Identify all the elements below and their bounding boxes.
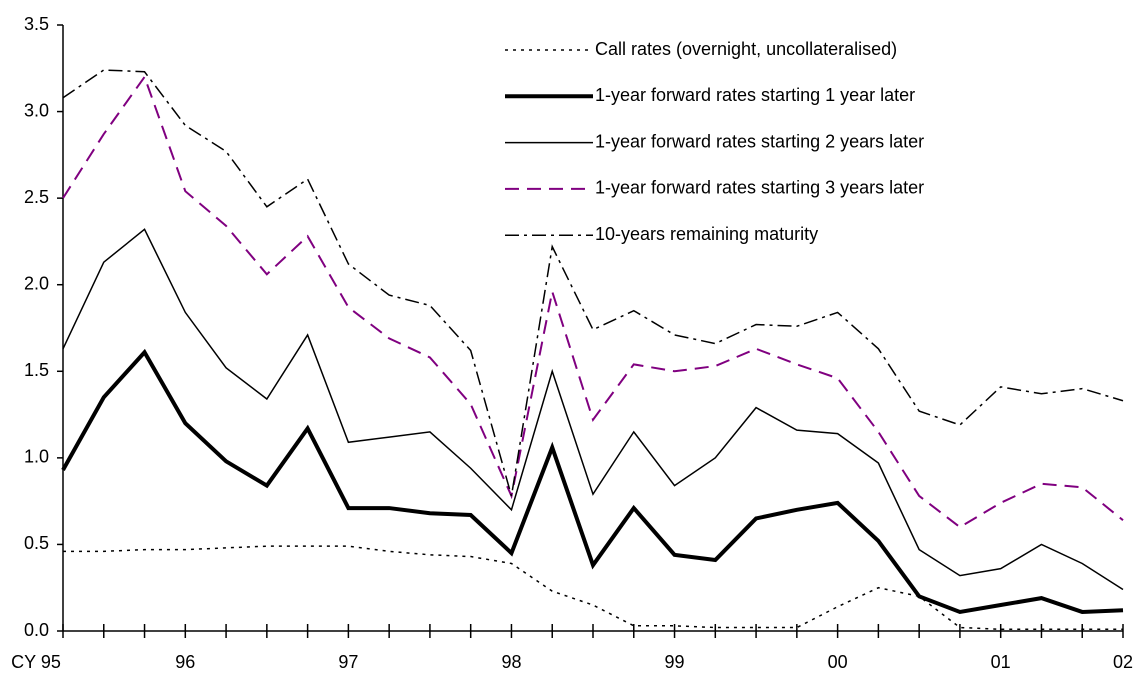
y-tick-label: 0.0 (24, 620, 49, 640)
y-tick-label: 0.5 (24, 533, 49, 553)
x-tick-label: CY 95 (11, 652, 61, 672)
legend-label: Call rates (overnight, uncollateralised) (595, 39, 897, 59)
y-tick-label: 1.5 (24, 360, 49, 380)
y-tick-label: 2.5 (24, 187, 49, 207)
x-tick-label: 98 (501, 652, 521, 672)
x-tick-label: 00 (828, 652, 848, 672)
x-tick-label: 97 (338, 652, 358, 672)
series-line (63, 545, 1123, 631)
y-tick-label: 2.0 (24, 273, 49, 293)
x-tick-label: 96 (175, 652, 195, 672)
x-tick-label: 02 (1113, 652, 1133, 672)
series-line (61, 348, 1124, 615)
y-tick-label: 3.5 (24, 14, 49, 34)
y-tick-label: 3.0 (24, 100, 49, 120)
series-line (62, 74, 1124, 529)
x-tick-label: 99 (665, 652, 685, 672)
legend-label: 1-year forward rates starting 2 years la… (595, 131, 924, 151)
legend-label: 10-years remaining maturity (595, 224, 818, 244)
x-tick-label: 01 (991, 652, 1011, 672)
legend-label: 1-year forward rates starting 1 year lat… (595, 85, 915, 105)
y-tick-label: 1.0 (24, 447, 49, 467)
legend-label: 1-year forward rates starting 3 years la… (595, 178, 924, 198)
series-line (62, 69, 1124, 497)
series-line (62, 228, 1124, 591)
